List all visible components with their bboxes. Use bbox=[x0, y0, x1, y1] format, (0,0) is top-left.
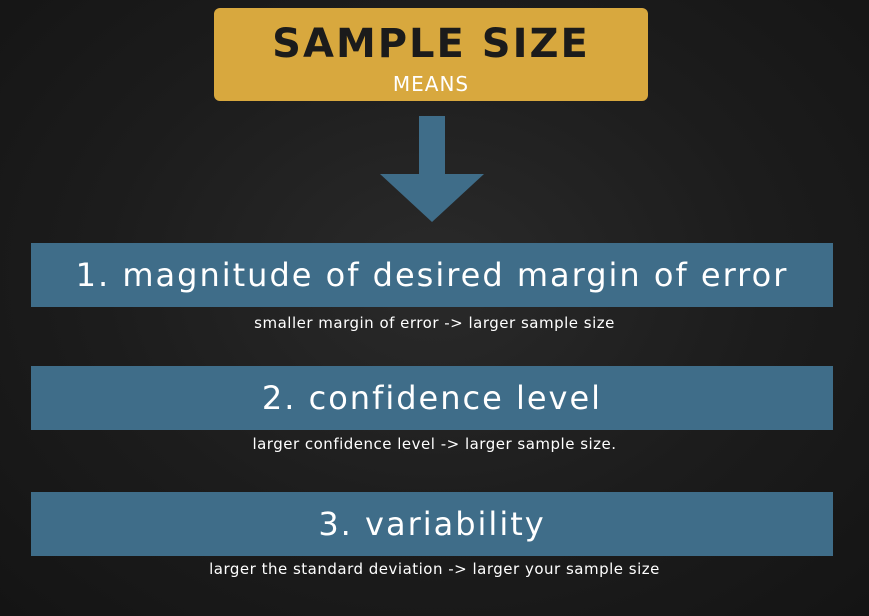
title: SAMPLE SIZE bbox=[272, 21, 590, 67]
arrow-down-icon bbox=[380, 116, 484, 222]
factor-note-1: smaller margin of error -> larger sample… bbox=[254, 314, 615, 332]
factor-band-3: 3. variability bbox=[31, 492, 833, 556]
factor-band-2: 2. confidence level bbox=[31, 366, 833, 430]
factor-label-2: 2. confidence level bbox=[261, 379, 603, 417]
factor-label-3: 3. variability bbox=[318, 505, 546, 543]
factor-label-1: 1. magnitude of desired margin of error bbox=[75, 256, 789, 294]
factor-note-2: larger confidence level -> larger sample… bbox=[252, 435, 617, 453]
factor-note-3: larger the standard deviation -> larger … bbox=[209, 560, 660, 578]
title-box: SAMPLE SIZE MEANS bbox=[214, 8, 648, 101]
factor-band-1: 1. magnitude of desired margin of error bbox=[31, 243, 833, 307]
subtitle: MEANS bbox=[392, 72, 470, 96]
